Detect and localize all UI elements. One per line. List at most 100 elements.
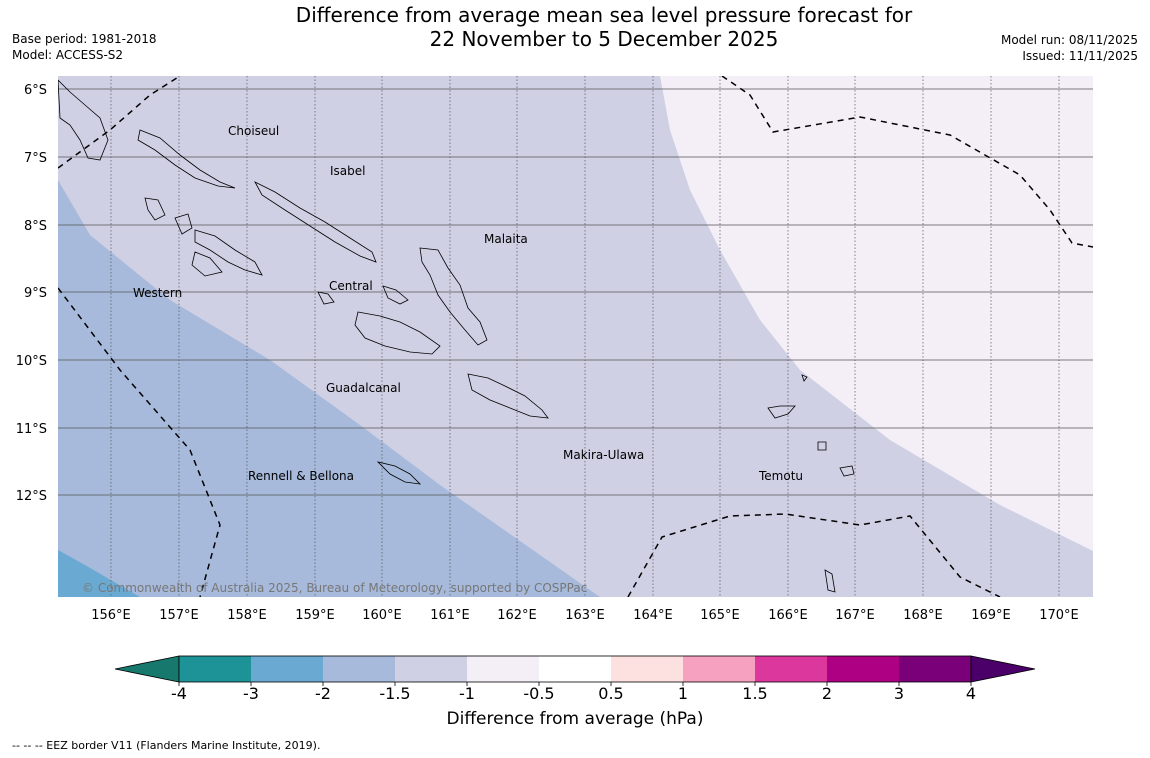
label-makira: Makira-Ulawa [563,448,644,462]
eez-legend: -- -- -- EEZ border V11 (Flanders Marine… [12,739,321,752]
islands [58,79,855,593]
label-malaita: Malaita [484,232,528,246]
colorbar-tick-label: -0.5 [523,684,554,703]
region-minus1-5 [58,180,600,597]
island-russell [317,291,335,305]
island-guadalcanal [354,311,441,355]
island-bougainville [58,79,109,161]
colorbar-label: Difference from average (hPa) [446,709,704,729]
colorbar-tick-label: 3 [894,684,904,703]
island-santa-cruz [767,405,796,419]
lon-label: 165°E [700,608,740,623]
lon-label: 162°E [497,608,537,623]
island-florida [382,285,409,305]
lon-label: 157°E [159,608,199,623]
island-rennell [376,461,422,485]
lon-label: 158°E [227,608,267,623]
longitude-labels: 156°E 157°E 158°E 159°E 160°E 161°E 162°E 163°E… [91,608,1079,623]
chart-title: Difference from average mean sea level p… [200,3,1008,51]
island-choiseul [137,129,236,189]
lon-label: 168°E [903,608,943,623]
colorbar-segment [395,656,467,682]
lon-label: 160°E [362,608,402,623]
label-rennell: Rennell & Bellona [248,469,354,483]
lon-label: 163°E [565,608,605,623]
lon-label: 159°E [295,608,335,623]
eez-border-se [627,513,1001,597]
gridlines [58,76,1093,597]
lon-label: 164°E [633,608,673,623]
lon-label: 166°E [768,608,808,623]
lon-label: 156°E [91,608,131,623]
colorbar-extend-low [114,655,180,683]
base-period: Base period: 1981-2018 [12,32,157,46]
island-new-georgia-group [194,229,263,276]
eez-border-nw [58,76,181,169]
colorbar-segment [683,656,755,682]
title-line-2: 22 November to 5 December 2025 [429,27,779,51]
province-labels: Choiseul Isabel Malaita Western Central … [133,124,803,483]
eez-border-ne [721,76,1093,248]
label-choiseul: Choiseul [228,124,279,138]
colorbar-segment [611,656,683,682]
colorbar-tick-label: 0.5 [598,684,623,703]
region-minus0-5 [660,76,1093,551]
island-makira [467,373,549,419]
colorbar-segment [899,656,971,682]
lat-label: 10°S [16,354,47,369]
eez-borders [58,76,1093,597]
lon-label: 169°E [971,608,1011,623]
lon-label: 167°E [835,608,875,623]
colorbar-tick-label: 4 [966,684,976,703]
label-isabel: Isabel [330,164,365,178]
colorbar-tick-label: 1.5 [742,684,767,703]
lat-label: 9°S [24,286,47,301]
island-malaita [419,247,488,346]
island-rendova [191,251,223,277]
model-run: Model run: 08/11/2025 [1000,33,1138,47]
colorbar-tick-label: -2 [315,684,331,703]
model-name: Model: ACCESS-S2 [12,48,124,62]
colorbar-tick-label: -1.5 [379,684,410,703]
lat-label: 12°S [16,489,47,504]
label-guadalcanal: Guadalcanal [326,381,401,395]
colorbar-segment [755,656,827,682]
meta-left: Base period: 1981-2018 Model: ACCESS-S2 [12,31,157,63]
island-new-georgia [174,213,193,235]
meta-right: Model run: 08/11/2025 Issued: 11/11/2025 [1001,32,1138,64]
lon-label: 170°E [1039,608,1079,623]
island-vanikoro [839,465,855,477]
colorbar-segment [467,656,539,682]
colorbar-tick-label: 1 [678,684,688,703]
label-western: Western [133,286,182,300]
island-isabel [254,181,377,263]
colorbar-tick-label: -3 [243,684,259,703]
lat-label: 11°S [16,422,47,437]
map-area: Choiseul Isabel Malaita Western Central … [58,76,1093,597]
latitude-labels: 6°S 7°S 8°S 9°S 10°S 11°S 12°S [16,83,47,504]
lat-label: 6°S [24,83,47,98]
colorbar-segment [539,656,611,682]
label-central: Central [329,279,373,293]
colorbar-tick-label: -1 [459,684,475,703]
colorbar-segment [179,656,251,682]
title-line-1: Difference from average mean sea level p… [295,3,913,27]
copyright-notice: © Commonwealth of Australia 2025, Bureau… [82,581,587,595]
issued-date: Issued: 11/11/2025 [1022,49,1138,63]
lat-label: 8°S [24,219,47,234]
region-minus2 [58,550,140,597]
label-temotu: Temotu [758,469,803,483]
colorbar-segment [323,656,395,682]
lon-label: 161°E [430,608,470,623]
eez-border-sw [58,287,221,597]
island-vella-lavella [144,197,166,221]
colorbar-outline [178,655,972,683]
colorbar-tick-label: -4 [171,684,187,703]
colorbar: -4 -3 -2 -1.5 -1 -0.5 0.5 1 1.5 2 3 4 [114,655,1036,703]
island-duff [801,374,808,382]
colorbar-tick-label: 2 [822,684,832,703]
colorbar-segment [251,656,323,682]
island-utupua [817,441,827,451]
lat-label: 7°S [24,151,47,166]
